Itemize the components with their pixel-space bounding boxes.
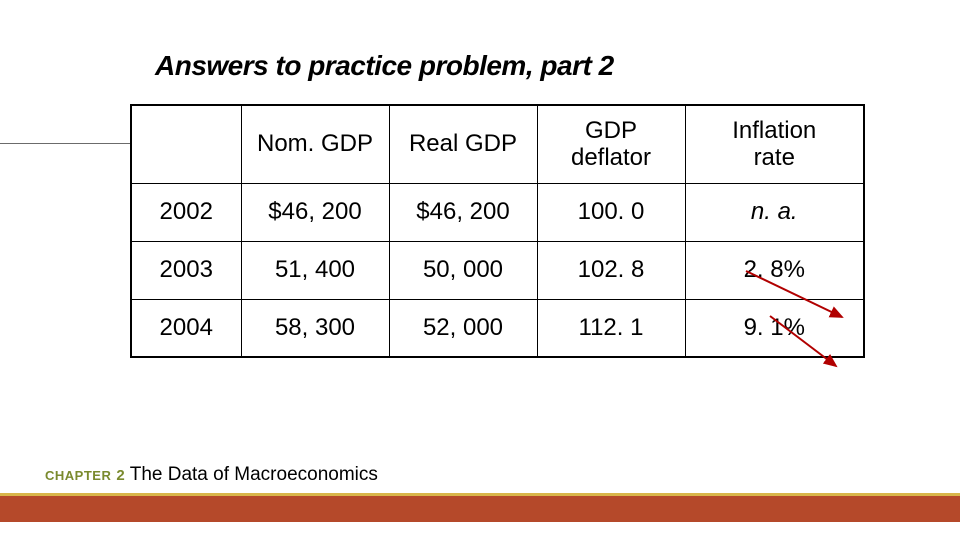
table-header-row: Nom. GDP Real GDP GDPdeflator Inflationr… — [131, 105, 864, 183]
table-row: 2004 58, 300 52, 000 112. 1 9. 1% — [131, 299, 864, 357]
gdp-table-container: Nom. GDP Real GDP GDPdeflator Inflationr… — [130, 104, 863, 358]
page-title: Answers to practice problem, part 2 — [155, 50, 614, 82]
header-real-gdp: Real GDP — [389, 105, 537, 183]
header-nom-gdp: Nom. GDP — [241, 105, 389, 183]
footer-chapter-num: 2 — [116, 467, 124, 484]
horizontal-rule — [0, 143, 130, 144]
cell-defl: 112. 1 — [537, 299, 685, 357]
cell-real: $46, 200 — [389, 183, 537, 241]
cell-infl: n. a. — [685, 183, 864, 241]
footer-bar — [0, 496, 960, 522]
footer-chapter: CHAPTER 2 The Data of Macroeconomics — [45, 464, 378, 486]
table-row: 2003 51, 400 50, 000 102. 8 2. 8% — [131, 241, 864, 299]
cell-year: 2004 — [131, 299, 241, 357]
header-deflator: GDPdeflator — [537, 105, 685, 183]
cell-year: 2003 — [131, 241, 241, 299]
cell-nom: 58, 300 — [241, 299, 389, 357]
table-row: 2002 $46, 200 $46, 200 100. 0 n. a. — [131, 183, 864, 241]
cell-year: 2002 — [131, 183, 241, 241]
cell-real: 50, 000 — [389, 241, 537, 299]
gdp-table: Nom. GDP Real GDP GDPdeflator Inflationr… — [130, 104, 865, 358]
header-blank — [131, 105, 241, 183]
cell-defl: 100. 0 — [537, 183, 685, 241]
footer-chapter-word: CHAPTER — [45, 468, 111, 483]
cell-infl: 9. 1% — [685, 299, 864, 357]
cell-defl: 102. 8 — [537, 241, 685, 299]
cell-real: 52, 000 — [389, 299, 537, 357]
cell-infl: 2. 8% — [685, 241, 864, 299]
footer-chapter-title: The Data of Macroeconomics — [130, 464, 378, 485]
cell-nom: $46, 200 — [241, 183, 389, 241]
header-inflation: Inflationrate — [685, 105, 864, 183]
cell-nom: 51, 400 — [241, 241, 389, 299]
